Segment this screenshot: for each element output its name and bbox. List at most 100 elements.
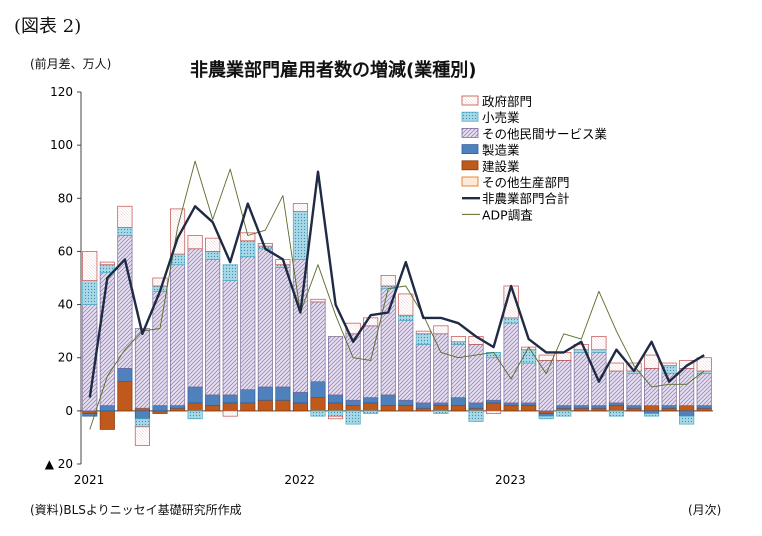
bar-retail-2021-07 [187,410,203,420]
bar-otherServices-2023-11 [679,367,695,406]
bar-manufacturing-2022-07 [398,399,414,406]
bar-gov-2022-08 [415,330,431,335]
bar-retail-2023-07 [608,410,624,417]
bar-gov-2022-07 [398,293,414,316]
bar-otherServices-2021-07 [187,248,203,388]
legend-swatch-gov [461,95,479,106]
bar-construction-2021-12 [275,399,291,412]
bar-gov-2021-02 [99,261,115,266]
bar-manufacturing-2023-05 [573,405,589,409]
bar-retail-2022-01 [292,211,308,260]
bar-gov-2021-10 [240,232,256,242]
bar-construction-2022-08 [415,407,431,412]
bar-manufacturing-2023-10 [661,405,677,409]
x-tick-label: 2022 [284,473,315,487]
bar-retail-2022-10 [450,341,466,345]
bar-otherServices-2021-02 [99,272,115,406]
bar-retail-2022-04 [345,410,361,425]
y-unit-label: (前月差、万人) [30,57,112,71]
bar-otherServices-2023-07 [608,370,624,404]
bar-manufacturing-2023-02 [521,402,537,406]
legend-label-total: 非農業部門合計 [482,191,570,206]
bar-construction-2021-06 [170,407,186,412]
bar-otherServices-2021-10 [240,256,256,390]
bar-manufacturing-2022-05 [363,397,379,404]
bar-otherServices-2022-09 [433,333,449,404]
bar-retail-2023-11 [679,415,695,425]
bar-construction-2021-09 [222,402,238,412]
legend-label-otherGoods: その他生産部門 [482,175,570,190]
bar-retail-2022-11 [468,410,484,422]
bar-manufacturing-2021-09 [222,394,238,404]
bar-construction-2021-07 [187,402,203,412]
x-tick-label: 2023 [495,473,526,487]
series-line-total [88,170,705,398]
bar-construction-2023-08 [626,407,642,412]
bar-construction-2022-02 [310,397,326,412]
bar-gov-2022-09 [433,325,449,335]
bar-gov-2022-10 [450,336,466,343]
bar-manufacturing-2021-03 [117,367,133,382]
bar-construction-2021-02 [99,410,115,430]
bar-manufacturing-2022-11 [468,402,484,409]
bar-manufacturing-2023-04 [556,405,572,409]
bar-otherServices-2021-12 [275,267,291,388]
bar-manufacturing-2022-06 [380,394,396,406]
bar-otherServices-2022-07 [398,320,414,401]
bar-construction-2022-05 [363,402,379,412]
bar-retail-2021-10 [240,240,256,258]
bar-retail-2021-01 [82,280,98,305]
y-tick-label: 60 [58,244,73,258]
legend-swatch-otherServices [461,127,479,138]
bar-manufacturing-2021-05 [152,405,168,412]
bar-otherServices-2023-02 [521,362,537,404]
bar-otherServices-2022-06 [380,288,396,396]
bar-construction-2023-11 [679,405,695,412]
legend-label-construction: 建設業 [482,159,520,174]
bar-otherServices-2023-12 [696,373,712,406]
bar-gov-2022-01 [292,203,308,212]
bar-construction-2023-07 [608,405,624,412]
x-unit-label: (月次) [688,503,722,517]
y-tick-label: 0 [65,404,73,418]
bar-gov-2021-01 [82,251,98,282]
bar-gov-2021-08 [205,237,221,252]
bar-manufacturing-2022-04 [345,399,361,406]
bar-construction-2023-09 [644,405,660,412]
bar-manufacturing-2022-03 [328,394,344,404]
bar-otherServices-2022-11 [468,344,484,404]
y-tick-label: 20 [58,351,73,365]
bar-retail-2021-03 [117,227,133,236]
bar-otherServices-2023-05 [573,352,589,406]
bar-gov-2021-06 [170,208,186,255]
bar-manufacturing-2021-04 [134,410,150,420]
y-tick-label: 120 [50,85,73,99]
bar-construction-2021-04 [134,407,150,412]
bar-manufacturing-2021-01 [82,413,98,417]
legend-swatch-manufacturing [461,144,479,155]
bar-construction-2022-03 [328,402,344,412]
legend-label-adp: ADP調査 [482,207,533,222]
legend-swatch-construction [461,160,479,171]
bar-otherServices-2022-02 [310,301,326,382]
bar-otherServices-2023-08 [626,373,642,406]
bar-manufacturing-2022-02 [310,381,326,398]
bar-gov-2021-09 [222,410,238,417]
bar-otherServices-2021-04 [134,328,150,409]
bar-retail-2023-04 [556,410,572,417]
bar-construction-2023-04 [556,407,572,412]
legend-label-gov: 政府部門 [482,94,532,109]
bar-otherServices-2023-04 [556,360,572,406]
bar-construction-2022-04 [345,405,361,412]
bar-otherServices-2022-04 [345,333,361,401]
bar-otherServices-2021-06 [170,264,186,406]
bar-otherServices-2022-12 [486,357,502,401]
x-tick-label: 2021 [74,473,105,487]
y-tick-label: 40 [58,298,73,312]
bar-retail-2021-09 [222,264,238,282]
bar-retail-2021-04 [134,418,150,428]
legend-swatch-retail [461,111,479,122]
plot-group: ▲ 20 0 20 40 60 80 100 120 2021 2022 2023 [45,85,713,487]
bar-gov-2023-03 [538,354,554,361]
